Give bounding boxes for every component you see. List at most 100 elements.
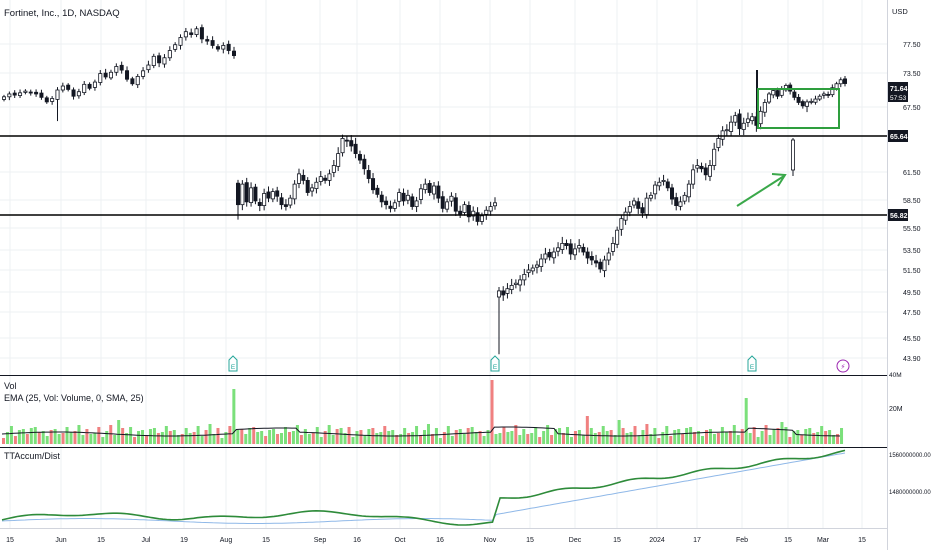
volume-bar <box>685 428 689 444</box>
countdown-label: 57:53 <box>890 95 907 102</box>
candlestick-series <box>2 24 848 355</box>
candle-body <box>623 211 628 221</box>
candle-body <box>401 192 406 202</box>
candle-body <box>244 182 249 203</box>
candle-body <box>821 93 826 96</box>
time-tick-label: 15 <box>262 537 270 544</box>
volume-bar <box>375 433 379 444</box>
price-tick-label: 43.90 <box>903 356 921 363</box>
volume-bar <box>200 436 204 444</box>
candle-body <box>349 140 354 147</box>
candle-body <box>353 143 358 154</box>
volume-bar <box>625 433 629 444</box>
volume-bar <box>466 428 470 444</box>
volume-bar <box>339 428 343 444</box>
candle-body <box>34 91 39 95</box>
volume-bar <box>812 433 816 444</box>
volume-bar <box>419 436 423 444</box>
volume-bar <box>637 436 641 444</box>
volume-bar <box>248 428 252 444</box>
candle-body <box>183 31 188 38</box>
earnings-event-icon[interactable] <box>228 355 238 372</box>
volume-bar <box>510 431 514 444</box>
candle-body <box>167 50 172 59</box>
level-tag-label: 65.64 <box>890 134 908 141</box>
volume-bar <box>160 432 164 444</box>
volume-bar <box>542 431 546 444</box>
candle-body <box>103 72 108 78</box>
candle-body <box>581 246 586 253</box>
candle-body <box>12 92 17 96</box>
volume-bar <box>13 436 17 444</box>
candle-body <box>249 187 254 204</box>
candle-body <box>602 259 607 272</box>
time-tick-label: 15 <box>6 537 14 544</box>
candle-body <box>648 194 653 199</box>
accum-title: TTAccum/Dist <box>4 451 60 461</box>
candle-body <box>809 100 814 103</box>
price-axis[interactable]: 77.50 73.50 67.50 61.50 58.50 55.50 53.50 51.50… <box>903 42 921 363</box>
volume-bar <box>73 431 77 444</box>
dividend-event-icon[interactable] <box>836 359 850 373</box>
earnings-event-icon[interactable] <box>490 355 500 372</box>
volume-bar <box>21 429 25 444</box>
candle-body <box>830 87 835 96</box>
candle-body <box>733 115 738 123</box>
volume-bar <box>383 426 387 444</box>
candle-body <box>834 83 839 90</box>
earnings-event-icon[interactable] <box>747 355 757 372</box>
time-tick-label: 19 <box>180 537 188 544</box>
volume-bar <box>172 430 176 444</box>
time-axis[interactable]: 15 Jun 15 Jul 19 Aug 15 Sep 16 Oct 16 Nov 15 Dec 15 202… <box>6 537 866 544</box>
currency-label: USD <box>892 7 908 16</box>
time-tick-label: 17 <box>693 537 701 544</box>
candle-body <box>791 139 796 171</box>
candle-body <box>724 129 729 132</box>
volume-bar <box>458 429 462 444</box>
volume-bar <box>526 434 530 444</box>
candle-body <box>492 202 497 207</box>
volume-bar <box>347 427 351 444</box>
candle-body <box>636 201 641 209</box>
volume-bar <box>601 426 605 444</box>
candle-body <box>577 245 582 249</box>
volume-bar <box>704 430 708 444</box>
candle-body <box>135 76 140 86</box>
candle-body <box>82 83 87 94</box>
candle-body <box>39 92 44 98</box>
candle-body <box>344 139 349 142</box>
time-tick-label: Sep <box>314 537 327 544</box>
chart-title: Fortinet, Inc., 1D, NASDAQ <box>4 8 120 19</box>
volume-bar <box>9 426 13 444</box>
volume-ema-line <box>1 426 841 437</box>
volume-bar <box>633 426 637 444</box>
candle-body <box>410 196 415 207</box>
candle-body <box>805 101 810 107</box>
candle-body <box>71 89 76 97</box>
candle-body <box>501 290 506 296</box>
volume-bar <box>25 434 29 444</box>
volume-bar <box>204 430 208 444</box>
candle-body <box>257 202 262 206</box>
candle-body <box>392 202 397 209</box>
candle-body <box>60 85 65 91</box>
candle-body <box>205 39 210 42</box>
candle-body <box>432 185 437 195</box>
volume-bar <box>264 436 268 444</box>
candle-body <box>231 50 236 56</box>
volume-bar <box>462 434 466 444</box>
consolidation-box[interactable] <box>757 88 840 129</box>
candle-body <box>357 154 362 161</box>
volume-bar <box>736 435 740 444</box>
candle-body <box>215 46 220 50</box>
candle-body <box>283 204 288 207</box>
time-tick-label: Dec <box>569 537 582 544</box>
candle-body <box>762 102 767 113</box>
volume-title: Vol <box>4 381 17 391</box>
candle-body <box>674 197 679 207</box>
current-price-label: 71.64 <box>890 86 908 93</box>
candle-body <box>262 193 267 206</box>
green-arrow-annotation[interactable] <box>736 173 787 207</box>
